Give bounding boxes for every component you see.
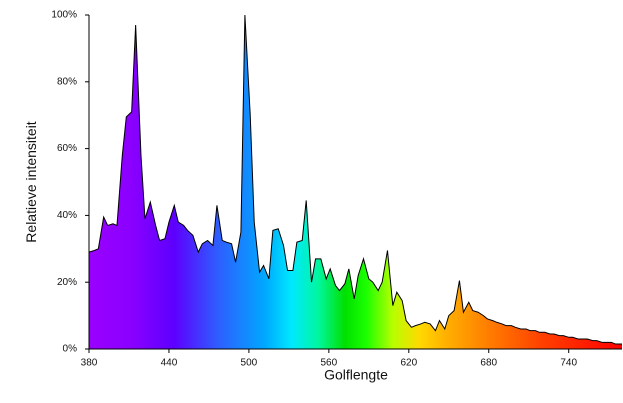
plot-area bbox=[88, 14, 622, 349]
y-ticks: 0% 20% 40% 60% 80% 100% bbox=[51, 10, 89, 355]
axes bbox=[88, 15, 622, 350]
y-tick-label: 100% bbox=[51, 10, 77, 21]
x-ticks: 380 440 500 560 620 680 740 bbox=[81, 349, 577, 369]
x-tick-label: 680 bbox=[480, 358, 497, 369]
spectrum-area bbox=[89, 15, 622, 349]
y-tick-label: 40% bbox=[57, 210, 77, 221]
spectrum-line bbox=[88, 14, 622, 345]
x-tick-label: 620 bbox=[400, 358, 417, 369]
x-axis-title: Golflengte bbox=[324, 366, 388, 382]
x-tick-label: 740 bbox=[560, 358, 577, 369]
x-tick-label: 560 bbox=[321, 358, 338, 369]
x-tick-label: 500 bbox=[241, 358, 258, 369]
y-axis-title: Relatieve intensiteit bbox=[23, 121, 39, 243]
x-tick-label: 380 bbox=[81, 358, 98, 369]
y-tick-label: 0% bbox=[63, 344, 78, 355]
y-tick-label: 60% bbox=[57, 143, 77, 154]
y-tick-label: 20% bbox=[57, 277, 77, 288]
y-tick-label: 80% bbox=[57, 76, 77, 87]
x-tick-label: 440 bbox=[161, 358, 178, 369]
